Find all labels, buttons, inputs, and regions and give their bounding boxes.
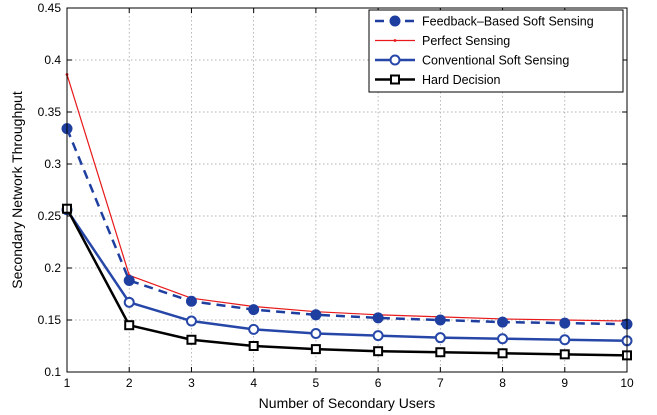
x-tick-label: 10 <box>620 376 634 390</box>
data-point-feedback-based-soft-sensing <box>123 274 135 286</box>
data-point-conventional-soft-sensing <box>248 323 260 335</box>
legend-label-perfect-sensing: Perfect Sensing <box>422 34 510 48</box>
legend-label-feedback-based-soft-sensing: Feedback–Based Soft Sensing <box>422 15 594 29</box>
series-line-perfect-sensing <box>66 74 628 322</box>
x-tick-label: 1 <box>64 376 71 390</box>
data-point-feedback-based-soft-sensing <box>434 314 446 326</box>
x-tick-label: 7 <box>437 376 444 390</box>
series-line-feedback-based-soft-sensing <box>65 128 628 326</box>
legend-marker-perfect-sensing <box>393 39 397 42</box>
data-point-conventional-soft-sensing <box>185 315 197 327</box>
data-point-conventional-soft-sensing <box>559 334 571 346</box>
x-tick-label: 4 <box>250 376 257 390</box>
series-layer <box>61 73 633 361</box>
legend-label-hard-decision: Hard Decision <box>422 73 501 87</box>
plot-area-frame <box>66 7 628 373</box>
series-conventional-soft-sensing <box>61 204 633 347</box>
data-point-conventional-soft-sensing <box>372 330 384 342</box>
y-tick-label: 0.35 <box>38 105 62 119</box>
data-point-feedback-based-soft-sensing <box>372 312 384 324</box>
y-tick-label: 0.45 <box>38 1 62 15</box>
y-tick-label: 0.15 <box>38 313 62 327</box>
legend: Feedback–Based Soft Sensing Perfect Sensi… <box>368 9 624 93</box>
data-point-hard-decision <box>186 334 197 345</box>
data-point-feedback-based-soft-sensing <box>248 304 260 316</box>
y-axis-label: Secondary Network Throughput <box>9 91 25 289</box>
data-point-feedback-based-soft-sensing <box>185 295 197 307</box>
legend-marker-hard-decision <box>390 74 400 85</box>
x-axis-label: Number of Secondary Users <box>259 395 436 411</box>
data-point-hard-decision <box>373 346 384 357</box>
y-tick-label: 0.3 <box>44 157 61 171</box>
data-point-hard-decision <box>435 347 446 358</box>
data-point-conventional-soft-sensing <box>310 328 322 340</box>
x-tick-label: 9 <box>561 376 568 390</box>
data-point-feedback-based-soft-sensing <box>497 316 509 328</box>
series-line-hard-decision <box>65 208 628 357</box>
legend-label-conventional-soft-sensing: Conventional Soft Sensing <box>422 54 569 68</box>
data-point-hard-decision <box>559 349 570 360</box>
y-tick-label: 0.25 <box>38 209 62 223</box>
data-point-hard-decision <box>248 341 259 351</box>
data-point-hard-decision <box>310 344 321 355</box>
data-point-feedback-based-soft-sensing <box>310 309 322 321</box>
x-tick-label: 2 <box>126 376 133 390</box>
data-point-hard-decision <box>497 348 508 359</box>
data-point-conventional-soft-sensing <box>434 332 446 344</box>
data-point-feedback-based-soft-sensing <box>559 317 571 329</box>
x-tick-label: 6 <box>375 376 382 390</box>
x-tick-label: 5 <box>313 376 320 390</box>
series-line-conventional-soft-sensing <box>65 209 628 343</box>
data-point-conventional-soft-sensing <box>123 296 135 308</box>
y-tick-label: 0.4 <box>44 53 61 67</box>
y-tick-label: 0.2 <box>44 261 61 275</box>
x-tick-label: 8 <box>499 376 506 390</box>
data-point-conventional-soft-sensing <box>497 333 509 345</box>
legend-marker-conventional-soft-sensing <box>389 54 401 66</box>
data-point-hard-decision <box>124 320 135 331</box>
legend-marker-feedback-based-soft-sensing <box>389 15 401 27</box>
x-tick-label: 3 <box>188 376 195 390</box>
y-tick-label: 0.1 <box>44 365 61 379</box>
